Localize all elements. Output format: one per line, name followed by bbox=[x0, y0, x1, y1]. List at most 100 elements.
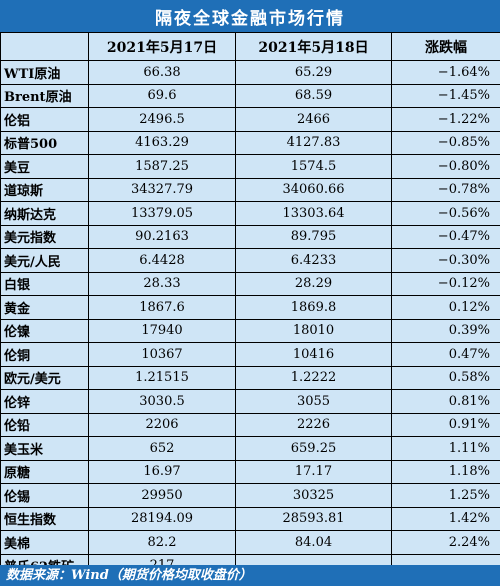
cell-value-date2: 659.25 bbox=[235, 436, 392, 461]
cell-value-date2: 34060.66 bbox=[235, 177, 392, 202]
table-row: 恒生指数 28194.09 28593.81 1.42% bbox=[0, 506, 500, 531]
table-row: 伦锡 29950 30325 1.25% bbox=[0, 483, 500, 508]
table-row: 伦铅 2206 2226 0.91% bbox=[0, 412, 500, 437]
market-data-table: 2021年5月17日 2021年5月18日 涨跌幅 WTI原油 66.38 65.2… bbox=[0, 32, 500, 578]
cell-value-date2: 4127.83 bbox=[235, 130, 392, 155]
cell-change: 1.42% bbox=[391, 506, 500, 531]
table-row: WTI原油 66.38 65.29 −1.64% bbox=[0, 60, 500, 85]
cell-value-date1: 16.97 bbox=[88, 459, 236, 484]
cell-value-date1: 28.33 bbox=[88, 271, 236, 296]
cell-change: −1.64% bbox=[391, 60, 500, 85]
cell-name: 美玉米 bbox=[0, 436, 89, 461]
cell-value-date2: 30325 bbox=[235, 483, 392, 508]
cell-value-date1: 29950 bbox=[88, 483, 236, 508]
cell-value-date2: 1869.8 bbox=[235, 295, 392, 320]
cell-value-date2: 18010 bbox=[235, 318, 392, 343]
table-row: 美豆 1587.25 1574.5 −0.80% bbox=[0, 154, 500, 179]
cell-change: 0.81% bbox=[391, 389, 500, 414]
cell-change: 1.11% bbox=[391, 436, 500, 461]
cell-name: 原糖 bbox=[0, 459, 89, 484]
cell-change: 0.91% bbox=[391, 412, 500, 437]
cell-value-date2: 1.2222 bbox=[235, 365, 392, 390]
cell-name: 美棉 bbox=[0, 530, 89, 555]
table-row: 白银 28.33 28.29 −0.12% bbox=[0, 271, 500, 296]
cell-change: 2.24% bbox=[391, 530, 500, 555]
cell-change: 0.58% bbox=[391, 365, 500, 390]
table-row: 伦铜 10367 10416 0.47% bbox=[0, 342, 500, 367]
cell-change: −0.78% bbox=[391, 177, 500, 202]
cell-value-date1: 1867.6 bbox=[88, 295, 236, 320]
cell-value-date2: 65.29 bbox=[235, 60, 392, 85]
table-row: 伦锌 3030.5 3055 0.81% bbox=[0, 389, 500, 414]
cell-name: 黄金 bbox=[0, 295, 89, 320]
cell-value-date1: 66.38 bbox=[88, 60, 236, 85]
cell-name: Brent原油 bbox=[0, 83, 89, 108]
cell-name: 标普500 bbox=[0, 130, 89, 155]
cell-value-date2: 6.4233 bbox=[235, 248, 392, 273]
cell-name: 伦锡 bbox=[0, 483, 89, 508]
cell-name: 伦铝 bbox=[0, 107, 89, 132]
cell-value-date1: 28194.09 bbox=[88, 506, 236, 531]
header-cell-date2: 2021年5月18日 bbox=[235, 32, 392, 61]
cell-value-date1: 82.2 bbox=[88, 530, 236, 555]
table-row: Brent原油 69.6 68.59 −1.45% bbox=[0, 83, 500, 108]
table-row: 道琼斯 34327.79 34060.66 −0.78% bbox=[0, 177, 500, 202]
cell-value-date1: 17940 bbox=[88, 318, 236, 343]
table-row: 美元/人民 6.4428 6.4233 −0.30% bbox=[0, 248, 500, 273]
cell-change: 1.18% bbox=[391, 459, 500, 484]
cell-value-date2: 10416 bbox=[235, 342, 392, 367]
table-row: 黄金 1867.6 1869.8 0.12% bbox=[0, 295, 500, 320]
cell-value-date1: 2206 bbox=[88, 412, 236, 437]
cell-change: 0.47% bbox=[391, 342, 500, 367]
cell-name: 伦镍 bbox=[0, 318, 89, 343]
cell-change: 1.25% bbox=[391, 483, 500, 508]
cell-value-date2: 2466 bbox=[235, 107, 392, 132]
cell-change: −0.80% bbox=[391, 154, 500, 179]
cell-name: 白银 bbox=[0, 271, 89, 296]
cell-value-date2: 3055 bbox=[235, 389, 392, 414]
cell-change: 0.12% bbox=[391, 295, 500, 320]
cell-name: 恒生指数 bbox=[0, 506, 89, 531]
cell-name: WTI原油 bbox=[0, 60, 89, 85]
header-cell-change: 涨跌幅 bbox=[391, 32, 500, 61]
cell-value-date2: 68.59 bbox=[235, 83, 392, 108]
header-cell-name bbox=[0, 32, 89, 61]
cell-name: 美元/人民 bbox=[0, 248, 89, 273]
table-row: 标普500 4163.29 4127.83 −0.85% bbox=[0, 130, 500, 155]
cell-value-date1: 13379.05 bbox=[88, 201, 236, 226]
cell-value-date1: 2496.5 bbox=[88, 107, 236, 132]
cell-value-date1: 69.6 bbox=[88, 83, 236, 108]
cell-value-date1: 3030.5 bbox=[88, 389, 236, 414]
table-row: 原糖 16.97 17.17 1.18% bbox=[0, 459, 500, 484]
cell-value-date2: 2226 bbox=[235, 412, 392, 437]
header-row: 2021年5月17日 2021年5月18日 涨跌幅 bbox=[0, 32, 500, 61]
header-cell-date1: 2021年5月17日 bbox=[88, 32, 236, 61]
table-row: 美棉 82.2 84.04 2.24% bbox=[0, 530, 500, 555]
cell-change: 0.39% bbox=[391, 318, 500, 343]
cell-name: 美元指数 bbox=[0, 224, 89, 249]
table-row: 伦镍 17940 18010 0.39% bbox=[0, 318, 500, 343]
cell-change: −0.56% bbox=[391, 201, 500, 226]
cell-value-date2: 84.04 bbox=[235, 530, 392, 555]
cell-value-date1: 1.21515 bbox=[88, 365, 236, 390]
cell-name: 纳斯达克 bbox=[0, 201, 89, 226]
cell-name: 美豆 bbox=[0, 154, 89, 179]
cell-value-date1: 6.4428 bbox=[88, 248, 236, 273]
cell-value-date1: 10367 bbox=[88, 342, 236, 367]
cell-value-date2: 1574.5 bbox=[235, 154, 392, 179]
cell-value-date2: 89.795 bbox=[235, 224, 392, 249]
cell-name: 伦铜 bbox=[0, 342, 89, 367]
cell-change: −0.85% bbox=[391, 130, 500, 155]
cell-name: 伦铅 bbox=[0, 412, 89, 437]
cell-change: −1.45% bbox=[391, 83, 500, 108]
table-row: 美元指数 90.2163 89.795 −0.47% bbox=[0, 224, 500, 249]
cell-value-date1: 652 bbox=[88, 436, 236, 461]
cell-value-date2: 13303.64 bbox=[235, 201, 392, 226]
cell-change: −1.22% bbox=[391, 107, 500, 132]
cell-value-date1: 1587.25 bbox=[88, 154, 236, 179]
cell-value-date2: 17.17 bbox=[235, 459, 392, 484]
cell-change: −0.12% bbox=[391, 271, 500, 296]
cell-value-date1: 4163.29 bbox=[88, 130, 236, 155]
cell-name: 欧元/美元 bbox=[0, 365, 89, 390]
cell-name: 伦锌 bbox=[0, 389, 89, 414]
